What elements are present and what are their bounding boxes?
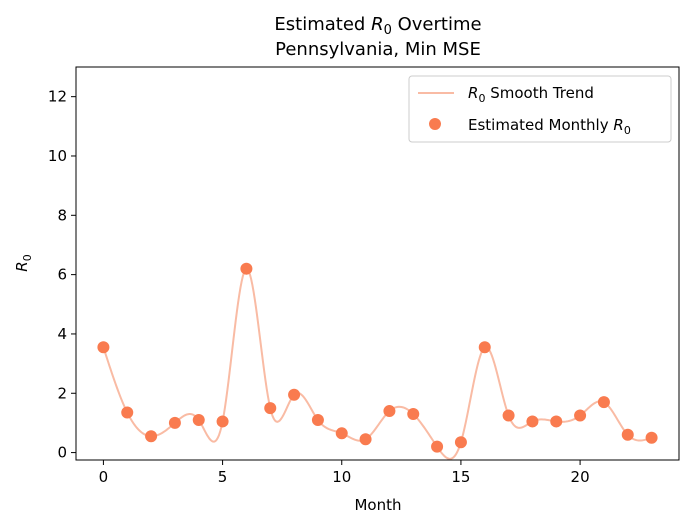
title-prefix: Estimated: [274, 14, 371, 35]
plot-layer: [97, 262, 658, 460]
monthly-r0-point: [502, 409, 515, 422]
title-subscript: 0: [384, 23, 392, 38]
monthly-r0-point: [645, 431, 658, 444]
monthly-r0-point: [454, 436, 467, 449]
legend-monthly-subscript: 0: [624, 124, 631, 137]
legend-dot-swatch: [429, 118, 441, 130]
legend-box: [408, 75, 672, 143]
legend-monthly-prefix: Estimated Monthly: [468, 116, 613, 134]
monthly-r0-point: [431, 440, 444, 453]
y-tick-label: 2: [57, 384, 67, 402]
monthly-r0-point: [288, 388, 301, 401]
monthly-r0-point: [621, 428, 634, 441]
monthly-r0-point: [168, 416, 181, 429]
y-tick-label: 8: [57, 206, 67, 224]
x-tick-label: 20: [571, 468, 590, 486]
monthly-r0-point: [216, 415, 229, 428]
y-tick-label: 4: [57, 325, 67, 343]
y-tick-label: 0: [57, 444, 67, 462]
monthly-r0-point: [264, 402, 277, 415]
monthly-r0-point: [121, 406, 134, 419]
y-tick-label: 10: [48, 147, 67, 165]
x-tick-label: 5: [218, 468, 228, 486]
title-symbol: R: [371, 14, 384, 35]
monthly-r0-point: [383, 405, 396, 418]
monthly-r0-point: [359, 433, 372, 446]
legend-smooth-suffix: Smooth Trend: [485, 84, 593, 102]
y-axis-label-subscript: 0: [21, 254, 34, 261]
monthly-r0-point: [145, 430, 158, 443]
monthly-r0-point: [478, 341, 491, 354]
legend-smooth-symbol: R: [468, 84, 478, 102]
legend-label-monthly: Estimated Monthly R0: [468, 116, 631, 137]
x-tick-label: 15: [451, 468, 470, 486]
legend-smooth-subscript: 0: [478, 92, 485, 105]
x-tick-label: 0: [99, 468, 109, 486]
monthly-r0-point: [407, 408, 420, 421]
y-tick-label: 6: [57, 266, 67, 284]
monthly-r0-point: [97, 341, 110, 354]
chart-title-line1: Estimated R0 Overtime: [274, 14, 481, 38]
x-ticks: 0 5 10 15 20: [99, 460, 590, 486]
monthly-r0-point: [311, 413, 324, 426]
x-tick-label: 10: [332, 468, 351, 486]
y-axis-label-symbol: R: [13, 261, 31, 271]
monthly-r0-point: [240, 262, 253, 275]
title-suffix: Overtime: [392, 14, 482, 35]
axes-frame: [75, 66, 680, 461]
monthly-r0-point: [574, 409, 587, 422]
monthly-r0-point: [597, 396, 610, 409]
monthly-r0-point: [192, 413, 205, 426]
chart-title-line2: Pennsylvania, Min MSE: [275, 39, 481, 60]
y-ticks: 0 2 4 6 8 10 12: [48, 88, 76, 462]
legend-monthly-symbol: R: [613, 116, 623, 134]
monthly-r0-point: [550, 415, 563, 428]
monthly-r0-point: [526, 415, 539, 428]
y-axis-label: R0: [13, 254, 34, 271]
monthly-r0-point: [335, 427, 348, 440]
x-axis-label: Month: [354, 496, 401, 514]
y-tick-label: 12: [48, 88, 67, 106]
legend-label-smooth-trend: R0 Smooth Trend: [468, 84, 594, 105]
smooth-trend-line: [102, 267, 652, 460]
legend: R0 Smooth Trend Estimated Monthly R0: [408, 75, 672, 143]
